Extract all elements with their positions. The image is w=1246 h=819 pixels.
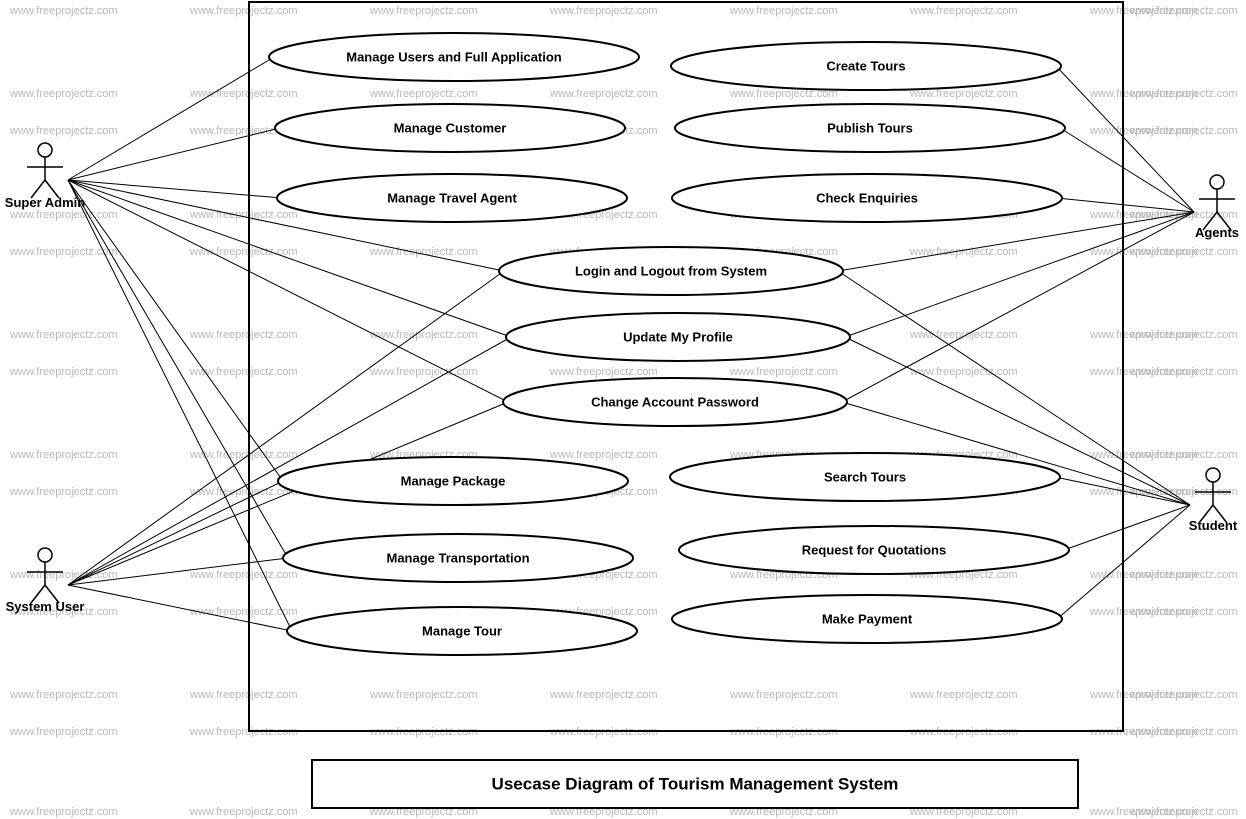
usecase-label: Check Enquiries <box>816 190 918 205</box>
association-edge <box>68 57 274 180</box>
actor-label: Agents <box>1195 225 1239 240</box>
watermark-text: www.freeprojectz.com <box>549 5 658 17</box>
usecase-label: Change Account Password <box>591 394 759 409</box>
watermark-text: www.freeprojectz.com <box>9 125 118 137</box>
watermark-text: www.freeprojectz.com <box>1129 606 1238 618</box>
watermark-text: www.freeprojectz.com <box>369 329 478 341</box>
usecase-label: Create Tours <box>826 58 905 73</box>
watermark-text: www.freeprojectz.com <box>729 366 838 378</box>
actor-agents <box>1199 175 1235 230</box>
watermark-text: www.freeprojectz.com <box>909 689 1018 701</box>
watermark-text: www.freeprojectz.com <box>9 449 118 461</box>
usecase-label: Manage Travel Agent <box>387 190 517 205</box>
watermark-text: www.freeprojectz.com <box>1129 806 1238 818</box>
watermark-text: www.freeprojectz.com <box>1129 689 1238 701</box>
watermark-text: www.freeprojectz.com <box>909 5 1018 17</box>
watermark-text: www.freeprojectz.com <box>1129 449 1238 461</box>
watermark-text: www.freeprojectz.com <box>9 486 118 498</box>
actor-super_admin <box>27 143 63 198</box>
watermark-text: www.freeprojectz.com <box>549 366 658 378</box>
actor-label: Super Admin <box>5 195 85 210</box>
watermark-text: www.freeprojectz.com <box>9 88 118 100</box>
usecase-label: Manage Customer <box>394 120 507 135</box>
watermark-text: www.freeprojectz.com <box>9 329 118 341</box>
association-edge <box>1064 505 1190 550</box>
watermark-text: www.freeprojectz.com <box>369 246 478 258</box>
watermark-text: www.freeprojectz.com <box>9 726 118 738</box>
watermark-text: www.freeprojectz.com <box>549 88 658 100</box>
watermark-text: www.freeprojectz.com <box>9 806 118 818</box>
watermark-text: www.freeprojectz.com <box>369 366 478 378</box>
usecase-label: Request for Quotations <box>802 542 946 557</box>
usecase-diagram: www.freeprojectz.com www.freeprojectz.com… <box>0 0 1246 819</box>
usecase-label: Search Tours <box>824 469 906 484</box>
watermark-text: www.freeprojectz.com <box>189 569 298 581</box>
watermark-text: www.freeprojectz.com <box>369 689 478 701</box>
watermark-text: www.freeprojectz.com <box>189 689 298 701</box>
watermark-text: www.freeprojectz.com <box>9 5 118 17</box>
watermark-text: www.freeprojectz.com <box>189 329 298 341</box>
watermark-text: www.freeprojectz.com <box>729 689 838 701</box>
watermark-text: www.freeprojectz.com <box>549 689 658 701</box>
watermark-text: www.freeprojectz.com <box>1129 246 1238 258</box>
watermark-text: www.freeprojectz.com <box>1129 569 1238 581</box>
association-edge <box>845 212 1194 337</box>
watermark-text: www.freeprojectz.com <box>369 88 478 100</box>
diagram-title: Usecase Diagram of Tourism Management Sy… <box>492 774 899 793</box>
watermark-text: www.freeprojectz.com <box>9 366 118 378</box>
watermark-text: www.freeprojectz.com <box>9 209 118 221</box>
watermark-text: www.freeprojectz.com <box>189 209 298 221</box>
actor-label: System User <box>6 599 85 614</box>
watermark-text: www.freeprojectz.com <box>729 5 838 17</box>
usecase-label: Publish Tours <box>827 120 913 135</box>
usecase-label: Manage Transportation <box>386 550 529 565</box>
watermark-text: www.freeprojectz.com <box>9 689 118 701</box>
usecase-label: Login and Logout from System <box>575 263 767 278</box>
usecase-label: Manage Users and Full Application <box>346 49 562 64</box>
watermark-text: www.freeprojectz.com <box>189 606 298 618</box>
watermark-text: www.freeprojectz.com <box>1129 125 1238 137</box>
watermark-text: www.freeprojectz.com <box>909 329 1018 341</box>
watermark-text: www.freeprojectz.com <box>1129 88 1238 100</box>
usecase-label: Update My Profile <box>623 329 733 344</box>
actor-label: Student <box>1189 518 1238 533</box>
watermark-text: www.freeprojectz.com <box>1129 366 1238 378</box>
watermark-text: www.freeprojectz.com <box>1129 5 1238 17</box>
watermark-text: www.freeprojectz.com <box>189 806 298 818</box>
watermark-text: www.freeprojectz.com <box>369 5 478 17</box>
usecase-label: Manage Tour <box>422 623 502 638</box>
watermark-text: www.freeprojectz.com <box>549 449 658 461</box>
watermark-text: www.freeprojectz.com <box>189 5 298 17</box>
usecase-label: Manage Package <box>401 473 506 488</box>
watermark-text: www.freeprojectz.com <box>1129 329 1238 341</box>
watermark-text: www.freeprojectz.com <box>1129 726 1238 738</box>
watermark-text: www.freeprojectz.com <box>189 246 298 258</box>
usecase-label: Make Payment <box>822 611 913 626</box>
